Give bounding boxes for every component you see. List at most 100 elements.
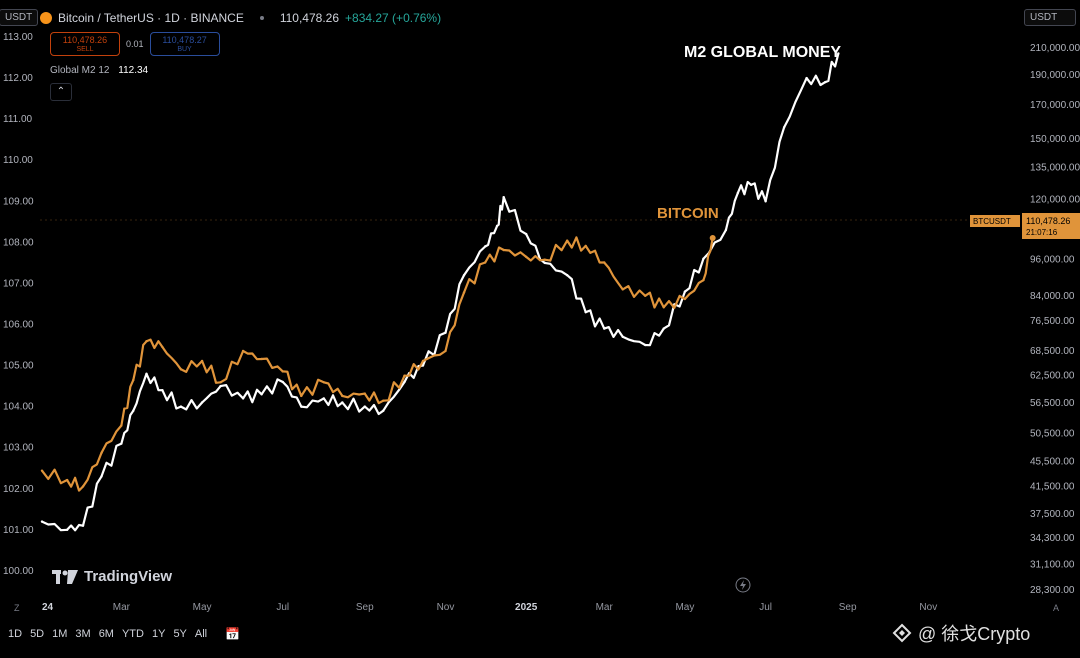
m2-data-point xyxy=(524,232,528,236)
bitcoin-data-point xyxy=(281,370,284,373)
range-button-1d[interactable]: 1D xyxy=(8,628,23,640)
bitcoin-data-point xyxy=(363,392,366,395)
m2-data-point xyxy=(603,327,606,330)
watermark-text: TradingView xyxy=(84,568,173,585)
x-tick-label: Jul xyxy=(759,602,772,613)
m2-data-point xyxy=(132,409,135,412)
right-tick-label: 120,000.00 xyxy=(1030,194,1080,205)
price-tag-price: 110,478.26 xyxy=(1026,216,1070,226)
m2-data-point xyxy=(483,245,487,248)
m2-data-point xyxy=(382,409,385,412)
m2-data-point xyxy=(260,393,263,396)
bitcoin-data-point xyxy=(132,378,135,382)
range-button-ytd[interactable]: YTD xyxy=(121,628,144,640)
sell-button[interactable]: 110,478.26 SELL xyxy=(50,32,120,56)
x-tick-label: 24 xyxy=(42,602,54,613)
log-scale-icon[interactable]: A xyxy=(1053,603,1059,613)
currency-selector-left[interactable]: USDT xyxy=(0,9,39,26)
x-tick-label: Mar xyxy=(113,602,131,613)
order-panel: 110,478.26 SELL 0.01 110,478.27 BUY xyxy=(50,32,220,56)
range-button-all[interactable]: All xyxy=(194,628,208,640)
bitcoin-data-point xyxy=(524,255,528,259)
m2-data-point xyxy=(161,388,164,392)
bitcoin-data-point xyxy=(565,239,569,242)
auto-scale-icon[interactable]: Z xyxy=(14,603,20,613)
right-tick-label: 50,500.00 xyxy=(1030,428,1075,439)
left-tick-label: 100.00 xyxy=(3,566,34,577)
buy-price: 110,478.27 xyxy=(162,35,207,45)
m2-data-point xyxy=(462,273,466,277)
m2-data-point xyxy=(683,290,687,293)
m2-data-point xyxy=(764,200,767,203)
bitcoin-data-point xyxy=(444,349,447,353)
range-button-5d[interactable]: 5D xyxy=(30,628,45,640)
right-tick-label: 210,000.00 xyxy=(1030,43,1080,54)
range-button-5y[interactable]: 5Y xyxy=(173,628,187,640)
left-tick-label: 111.00 xyxy=(3,114,33,125)
m2-data-point xyxy=(421,364,425,367)
right-tick-label: 37,500.00 xyxy=(1030,509,1075,520)
m2-data-point xyxy=(300,405,303,408)
bitcoin-data-point xyxy=(161,345,164,349)
right-tick-label: 170,000.00 xyxy=(1030,100,1080,111)
bitcoin-data-point xyxy=(200,359,204,363)
left-tick-label: 107.00 xyxy=(3,278,34,289)
collapse-legend-button[interactable]: ⌃ xyxy=(50,83,72,101)
right-tick-label: 62,500.00 xyxy=(1030,371,1075,382)
svg-text:Z: Z xyxy=(14,603,20,613)
m2-data-point xyxy=(100,475,103,478)
left-tick-label: 113.00 xyxy=(3,32,33,43)
right-tick-label: 45,500.00 xyxy=(1030,457,1075,468)
range-button-3m[interactable]: 3M xyxy=(75,628,91,640)
bitcoin-data-point xyxy=(241,349,245,353)
m2-data-point xyxy=(200,401,204,404)
left-axis: 113.00 112.00 111.00 110.00 109.00 108.00 107.… xyxy=(3,32,34,577)
m2-data-point xyxy=(724,228,728,232)
m2-data-point xyxy=(782,126,786,129)
tradingview-logo-icon xyxy=(52,569,78,584)
range-button-1m[interactable]: 1M xyxy=(52,628,68,640)
price-tag-symbol: BTCUSDT xyxy=(973,217,1011,226)
range-button-1y[interactable]: 1Y xyxy=(151,628,166,640)
m2-data-point xyxy=(749,183,753,187)
bitcoin-data-point xyxy=(260,357,263,361)
right-tick-label: 190,000.00 xyxy=(1030,70,1080,81)
m2-data-point xyxy=(805,76,808,80)
bitcoin-data-point xyxy=(621,288,624,291)
left-tick-label: 103.00 xyxy=(3,443,34,454)
m2-data-point xyxy=(81,524,85,527)
bitcoin-data-point xyxy=(145,340,148,343)
right-axis: 210,000.00 190,000.00 170,000.00 150,000.00… xyxy=(1030,43,1080,596)
x-tick-label: May xyxy=(193,602,212,613)
bitcoin-data-point xyxy=(219,381,222,384)
buy-button[interactable]: 110,478.27 BUY xyxy=(149,32,220,56)
bitcoin-data-point xyxy=(502,248,505,252)
x-tick-label: Nov xyxy=(437,602,455,613)
indicator-name: Global M2 12 xyxy=(50,65,110,76)
m2-data-point xyxy=(444,331,447,334)
lightning-icon[interactable] xyxy=(735,577,751,593)
range-button-6m[interactable]: 6M xyxy=(98,628,114,640)
m2-data-point xyxy=(662,327,665,330)
m2-data-point xyxy=(502,195,505,199)
price-change: +834.27 (+0.76%) xyxy=(345,11,442,25)
m2-data-point xyxy=(219,384,222,388)
buy-label: BUY xyxy=(177,46,192,53)
calendar-icon[interactable]: 📅 xyxy=(225,627,241,641)
bitcoin-data-point xyxy=(322,381,325,384)
m2-data-point xyxy=(495,224,499,228)
symbol-title[interactable]: Bitcoin / TetherUS · 1D · BINANCE xyxy=(58,11,244,25)
x-axis: 24 Mar May Jul Sep Nov 2025 Mar May Jul Sep Nov xyxy=(42,602,937,613)
symbol-header: Bitcoin / TetherUS · 1D · BINANCE 110,47… xyxy=(40,8,441,28)
currency-selector-right[interactable]: USDT xyxy=(1024,9,1076,26)
bitcoin-icon xyxy=(40,12,52,24)
indicator-legend[interactable]: Global M2 12 112.34 xyxy=(50,65,148,76)
m2-data-point xyxy=(241,397,245,400)
bitcoin-data-point xyxy=(603,261,606,264)
right-tick-label: 135,000.00 xyxy=(1030,162,1080,173)
x-tick-label: Mar xyxy=(596,602,614,613)
left-tick-label: 101.00 xyxy=(3,525,34,536)
m2-data-point xyxy=(120,442,123,445)
bitcoin-data-point xyxy=(382,399,385,402)
